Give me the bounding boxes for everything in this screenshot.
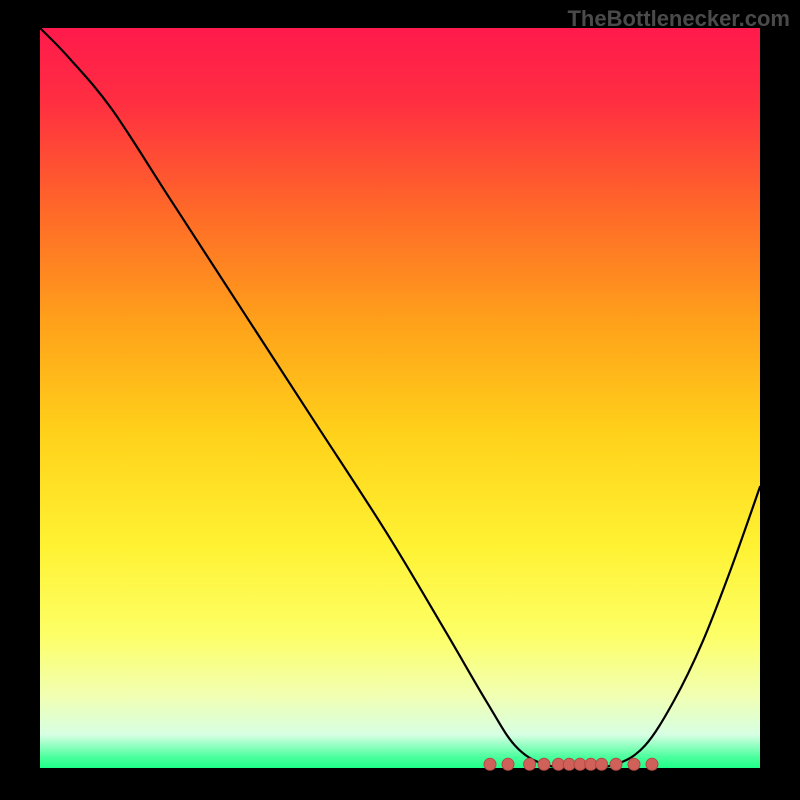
bottleneck-chart	[0, 0, 800, 800]
optimal-marker	[538, 758, 550, 770]
optimal-marker	[484, 758, 496, 770]
optimal-marker	[563, 758, 575, 770]
optimal-marker	[610, 758, 622, 770]
optimal-marker	[596, 758, 608, 770]
optimal-marker	[574, 758, 586, 770]
optimal-marker	[552, 758, 564, 770]
optimal-marker	[524, 758, 536, 770]
optimal-marker	[628, 758, 640, 770]
optimal-marker	[646, 758, 658, 770]
optimal-marker	[585, 758, 597, 770]
optimal-marker	[502, 758, 514, 770]
chart-container: TheBottlenecker.com	[0, 0, 800, 800]
optimal-markers	[484, 758, 658, 770]
plot-background	[40, 28, 760, 768]
